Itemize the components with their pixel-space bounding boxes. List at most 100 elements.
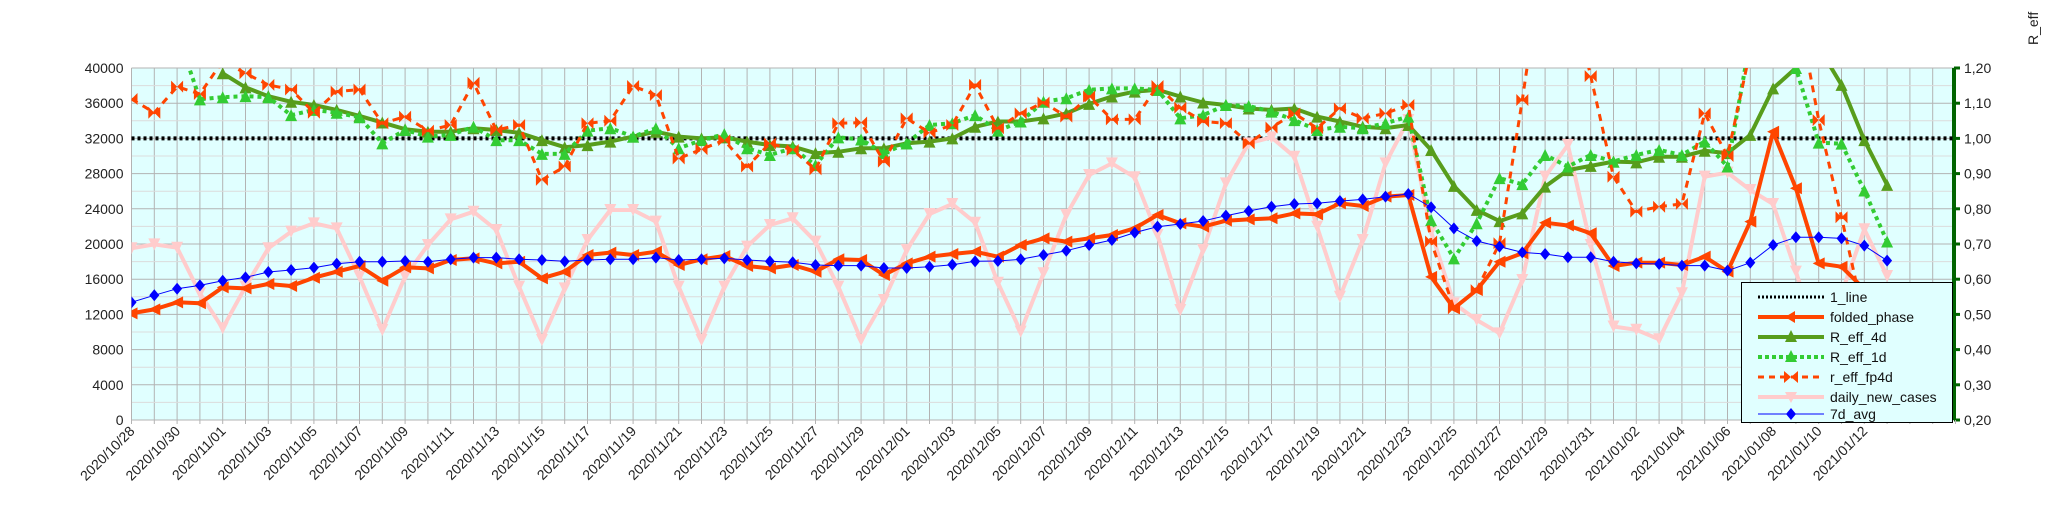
diamond-marker (1038, 249, 1049, 261)
bowtie-marker (838, 117, 845, 130)
series-line (131, 68, 1889, 343)
up-triangle-marker (1675, 148, 1688, 161)
up-triangle-marker (558, 147, 571, 160)
bowtie-marker (285, 83, 292, 96)
left-triangle-marker (604, 246, 617, 259)
bowtie-marker (1089, 90, 1096, 103)
bowtie-marker (1180, 101, 1187, 114)
up-triangle-marker (1379, 117, 1392, 130)
left-triangle-marker (1014, 238, 1027, 251)
up-triangle-marker (1698, 135, 1711, 148)
right-tick-label: 1,00 (1964, 130, 1991, 146)
bowtie-marker (1750, 44, 1756, 56)
diamond-marker (878, 262, 889, 275)
bowtie-marker (1721, 150, 1728, 162)
left-triangle-marker (307, 271, 320, 284)
diamond-marker (1790, 231, 1801, 244)
down-triangle-marker (1698, 170, 1711, 183)
up-triangle-marker (877, 147, 890, 160)
down-triangle-marker (421, 238, 434, 251)
bowtie-marker (883, 155, 890, 168)
legend-item-folded-phase: folded_phase (1756, 307, 1914, 327)
left-triangle-marker (1584, 227, 1597, 240)
diamond-marker (217, 274, 228, 287)
up-triangle-marker (1881, 235, 1894, 248)
up-triangle-marker (1128, 82, 1141, 95)
left-tick-label: 12000 (85, 306, 124, 322)
left-triangle-marker (171, 296, 184, 309)
bowtie-marker (1431, 235, 1438, 248)
bowtie-marker (747, 160, 754, 173)
up-triangle-marker (1835, 78, 1848, 91)
down-triangle-marker (535, 334, 548, 347)
left-triangle-marker (1083, 232, 1096, 245)
bowtie-marker (126, 93, 132, 105)
up-triangle-marker (923, 135, 936, 148)
bowtie-marker (473, 76, 480, 89)
up-triangle-marker (1789, 68, 1802, 74)
legend-item-daily-new-cases: daily_new_cases (1756, 387, 1937, 407)
diamond-marker (1608, 255, 1619, 268)
bowtie-marker (861, 116, 868, 129)
up-triangle-marker (1813, 41, 1825, 53)
bowtie-marker (519, 119, 526, 132)
up-triangle-marker (1493, 172, 1506, 185)
bowtie-marker (1590, 70, 1597, 83)
bowtie-marker (672, 152, 679, 165)
left-triangle-marker (1265, 212, 1278, 225)
bowtie-marker (1151, 79, 1158, 92)
down-triangle-marker (1379, 157, 1392, 170)
bowtie-marker (291, 83, 298, 96)
left-triangle-marker (558, 265, 571, 278)
up-triangle-marker (535, 134, 548, 147)
diamond-marker (422, 255, 433, 268)
diamond-marker (263, 265, 274, 278)
down-triangle-marker (969, 216, 982, 229)
up-triangle-marker (1083, 83, 1096, 96)
down-triangle-marker (923, 207, 936, 220)
diamond-marker (1722, 264, 1733, 277)
diamond-marker (1312, 197, 1323, 210)
bowtie-marker (809, 163, 816, 176)
up-triangle-marker (1835, 137, 1848, 150)
left-triangle-marker (193, 297, 206, 310)
diamond-marker (331, 257, 342, 270)
bowtie-marker (262, 78, 269, 91)
down-triangle-marker (1653, 333, 1666, 346)
down-triangle-marker (627, 204, 640, 217)
down-triangle-marker (1356, 234, 1369, 247)
down-triangle-marker (1060, 208, 1073, 221)
bowtie-marker (1607, 170, 1614, 183)
legend-swatch (1758, 408, 1824, 420)
up-triangle-marker (1333, 120, 1346, 133)
bowtie-marker (421, 124, 428, 137)
bowtie-marker (1659, 200, 1666, 213)
bowtie-marker (268, 78, 275, 91)
diamond-marker (1836, 232, 1847, 245)
down-triangle-marker (832, 280, 845, 293)
up-triangle-marker (1425, 214, 1438, 227)
down-triangle-marker (672, 280, 685, 293)
down-triangle-marker (604, 204, 617, 217)
bowtie-marker (1248, 137, 1255, 150)
left-triangle-marker (376, 274, 389, 287)
up-triangle-marker (763, 148, 776, 161)
diamond-marker (1198, 215, 1209, 228)
down-triangle-marker (353, 270, 366, 283)
up-triangle-marker (832, 145, 845, 158)
up-triangle-marker (923, 119, 936, 132)
down-triangle-marker (1470, 314, 1483, 327)
left-triangle-marker (1425, 270, 1438, 283)
bowtie-marker (1698, 107, 1705, 120)
left-triangle-marker (1812, 257, 1825, 270)
bowtie-marker (877, 155, 884, 168)
up-triangle-marker (399, 123, 412, 136)
bowtie-marker (815, 163, 822, 176)
left-triangle-marker (216, 281, 229, 294)
diamond-marker (605, 253, 616, 266)
bowtie-marker (1630, 205, 1637, 218)
legend-swatch (1758, 311, 1824, 323)
bowtie-marker (131, 92, 138, 105)
up-triangle-marker (1197, 96, 1210, 109)
